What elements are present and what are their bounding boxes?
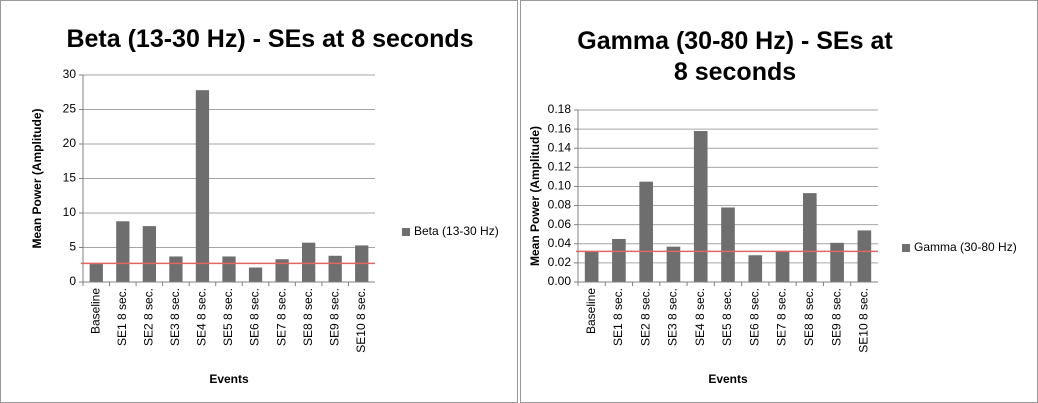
y-tick-label: 0.14 xyxy=(548,140,572,154)
x-tick-label: SE1 8 sec. xyxy=(115,288,129,346)
y-tick-label: 0.04 xyxy=(548,236,572,250)
bar xyxy=(693,131,708,282)
bar xyxy=(721,207,735,282)
x-tick-label: Baseline xyxy=(584,288,598,334)
bar xyxy=(857,230,872,282)
x-tick-label: SE8 8 sec. xyxy=(301,288,315,346)
bar xyxy=(222,256,236,282)
legend-swatch xyxy=(402,228,410,236)
y-tick-label: 30 xyxy=(63,67,77,81)
x-tick-label: SE3 8 sec. xyxy=(168,288,182,346)
y-tick-label: 0.02 xyxy=(548,255,572,269)
bar xyxy=(775,251,790,282)
y-tick-label: 25 xyxy=(63,102,77,116)
bar xyxy=(748,255,763,282)
x-tick-label: SE10 8 sec. xyxy=(857,288,871,353)
bar xyxy=(803,193,817,282)
y-tick-label: 0.00 xyxy=(548,274,572,288)
x-tick-label: SE8 8 sec. xyxy=(802,288,816,346)
y-axis-title: Mean Power (Amplitude) xyxy=(30,108,44,248)
x-tick-label: SE4 8 sec. xyxy=(195,288,209,346)
bar xyxy=(248,267,263,282)
x-tick-label: SE7 8 sec. xyxy=(775,288,789,346)
bar xyxy=(666,246,681,282)
bar xyxy=(116,221,130,282)
y-axis-title: Mean Power (Amplitude) xyxy=(528,126,542,266)
bar xyxy=(142,226,156,282)
x-tick-label: SE3 8 sec. xyxy=(666,288,680,346)
x-tick-label: SE2 8 sec. xyxy=(638,288,652,346)
bar xyxy=(89,264,103,282)
legend-swatch xyxy=(902,244,910,252)
x-tick-label: SE5 8 sec. xyxy=(221,288,235,346)
bar xyxy=(328,255,342,282)
bar xyxy=(195,90,210,283)
x-tick-label: SE7 8 sec. xyxy=(274,288,288,346)
y-tick-label: 5 xyxy=(69,240,76,254)
bar xyxy=(830,242,844,282)
x-tick-label: SE10 8 sec. xyxy=(354,288,368,353)
bar xyxy=(584,251,599,282)
y-tick-label: 10 xyxy=(63,205,77,219)
bar xyxy=(612,239,626,282)
x-tick-label: SE5 8 sec. xyxy=(720,288,734,346)
x-tick-label: SE6 8 sec. xyxy=(248,288,262,346)
x-axis-title: Events xyxy=(209,372,249,386)
y-tick-label: 0.12 xyxy=(548,160,572,174)
y-tick-label: 0.06 xyxy=(548,217,572,231)
y-tick-label: 20 xyxy=(63,136,77,150)
y-tick-label: 0.10 xyxy=(548,179,572,193)
x-tick-label: SE2 8 sec. xyxy=(142,288,156,346)
x-tick-label: SE9 8 sec. xyxy=(829,288,843,346)
y-tick-label: 0.18 xyxy=(548,102,572,116)
y-tick-label: 0.16 xyxy=(548,121,572,135)
y-tick-label: 0 xyxy=(69,274,76,288)
x-tick-label: SE1 8 sec. xyxy=(611,288,625,346)
bar xyxy=(639,181,653,282)
x-tick-label: SE6 8 sec. xyxy=(747,288,761,346)
x-tick-label: SE4 8 sec. xyxy=(693,288,707,346)
legend-label: Gamma (30-80 Hz) xyxy=(914,240,1017,254)
x-tick-label: SE9 8 sec. xyxy=(327,288,341,346)
bar xyxy=(169,256,183,282)
bar xyxy=(302,242,316,282)
x-tick-label: Baseline xyxy=(88,288,102,334)
y-tick-label: 0.08 xyxy=(548,198,572,212)
chart-title: Gamma (30-80 Hz) - SEs at 8 seconds xyxy=(577,27,893,86)
chart-title: Beta (13-30 Hz) - SEs at 8 seconds xyxy=(66,25,474,53)
y-tick-label: 15 xyxy=(63,171,77,185)
legend-label: Beta (13-30 Hz) xyxy=(414,224,499,238)
x-axis-title: Events xyxy=(708,372,748,386)
bar xyxy=(275,259,289,282)
